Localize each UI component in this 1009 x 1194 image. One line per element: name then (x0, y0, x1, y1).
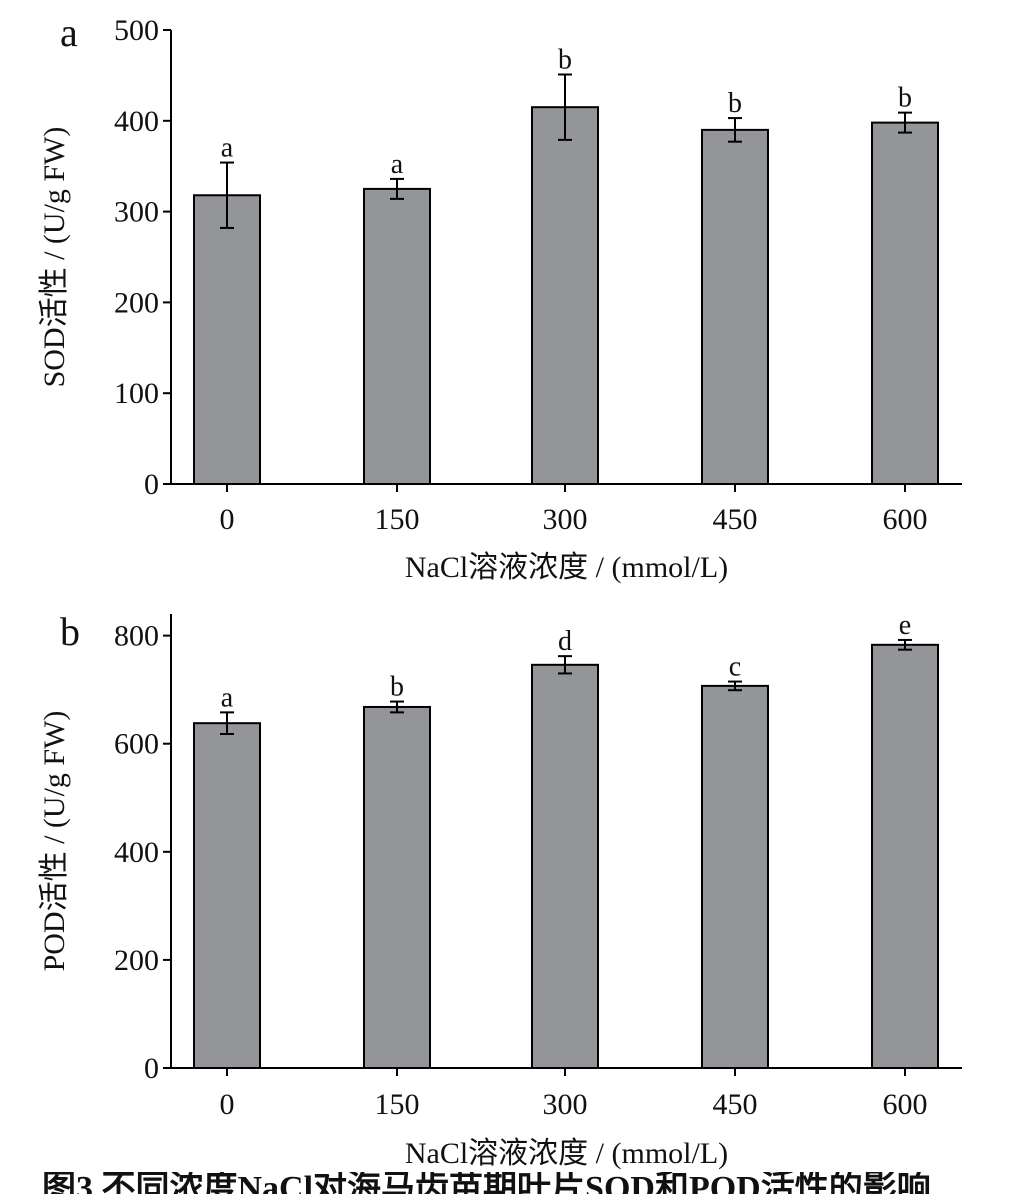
x-tick-label: 0 (220, 1088, 235, 1121)
x-tick-label: 300 (543, 503, 588, 536)
chart-panel-b: 0 200 400 600 800 0 a 150 b 300 d 450 c 600 e b NaCl溶液浓度… (38, 609, 962, 1170)
significance-letter: b (728, 88, 742, 119)
y-tick-label: 400 (114, 836, 159, 869)
significance-letter: a (221, 133, 234, 164)
bar (531, 663, 599, 1069)
bar (701, 128, 769, 485)
bar (531, 106, 599, 486)
significance-letter: c (729, 652, 741, 683)
panel-label: b (60, 609, 80, 654)
figure-caption-strip: 图3 不同浓度NaCl对海马齿苗期叶片SOD和POD活性的影响 (0, 1172, 1009, 1194)
x-axis-title: NaCl溶液浓度 / (mmol/L) (405, 1137, 728, 1170)
y-tick-label: 600 (114, 728, 159, 761)
y-tick-label: 200 (114, 286, 159, 319)
significance-letter: e (899, 610, 911, 641)
bar (193, 722, 261, 1070)
panel-label: a (60, 10, 78, 55)
x-tick-label: 150 (375, 1088, 420, 1121)
bar (363, 187, 431, 485)
significance-letter: d (558, 626, 572, 657)
y-tick-label: 400 (114, 105, 159, 138)
y-tick-label: 800 (114, 620, 159, 653)
bar (871, 121, 939, 485)
significance-letter: a (221, 682, 234, 713)
significance-letter: b (558, 44, 572, 75)
x-tick-label: 450 (713, 1088, 758, 1121)
bar (701, 684, 769, 1070)
x-tick-label: 450 (713, 503, 758, 536)
y-tick-label: 100 (114, 377, 159, 410)
bar (193, 194, 261, 485)
y-tick-label: 0 (144, 1052, 159, 1085)
x-tick-label: 300 (543, 1088, 588, 1121)
x-tick-label: 0 (220, 503, 235, 536)
y-axis-title: SOD活性 / (U/g FW) (38, 127, 71, 388)
y-axis-title: POD活性 / (U/g FW) (38, 711, 71, 972)
significance-letter: b (390, 672, 404, 703)
x-tick-label: 600 (883, 503, 928, 536)
significance-letter: a (391, 149, 404, 180)
bar (363, 705, 431, 1069)
bar (871, 643, 939, 1069)
y-tick-label: 200 (114, 944, 159, 977)
significance-letter: b (898, 83, 912, 114)
figure-caption: 图3 不同浓度NaCl对海马齿苗期叶片SOD和POD活性的影响 (42, 1172, 931, 1194)
x-axis-title: NaCl溶液浓度 / (mmol/L) (405, 551, 728, 584)
x-tick-label: 600 (883, 1088, 928, 1121)
chart-panel-a: 0 100 200 300 400 500 0 a 150 a 300 b 450 b 600 b a NaCl溶… (38, 10, 962, 584)
y-tick-label: 0 (144, 468, 159, 501)
x-tick-label: 150 (375, 503, 420, 536)
y-tick-label: 500 (114, 14, 159, 47)
y-tick-label: 300 (114, 196, 159, 229)
